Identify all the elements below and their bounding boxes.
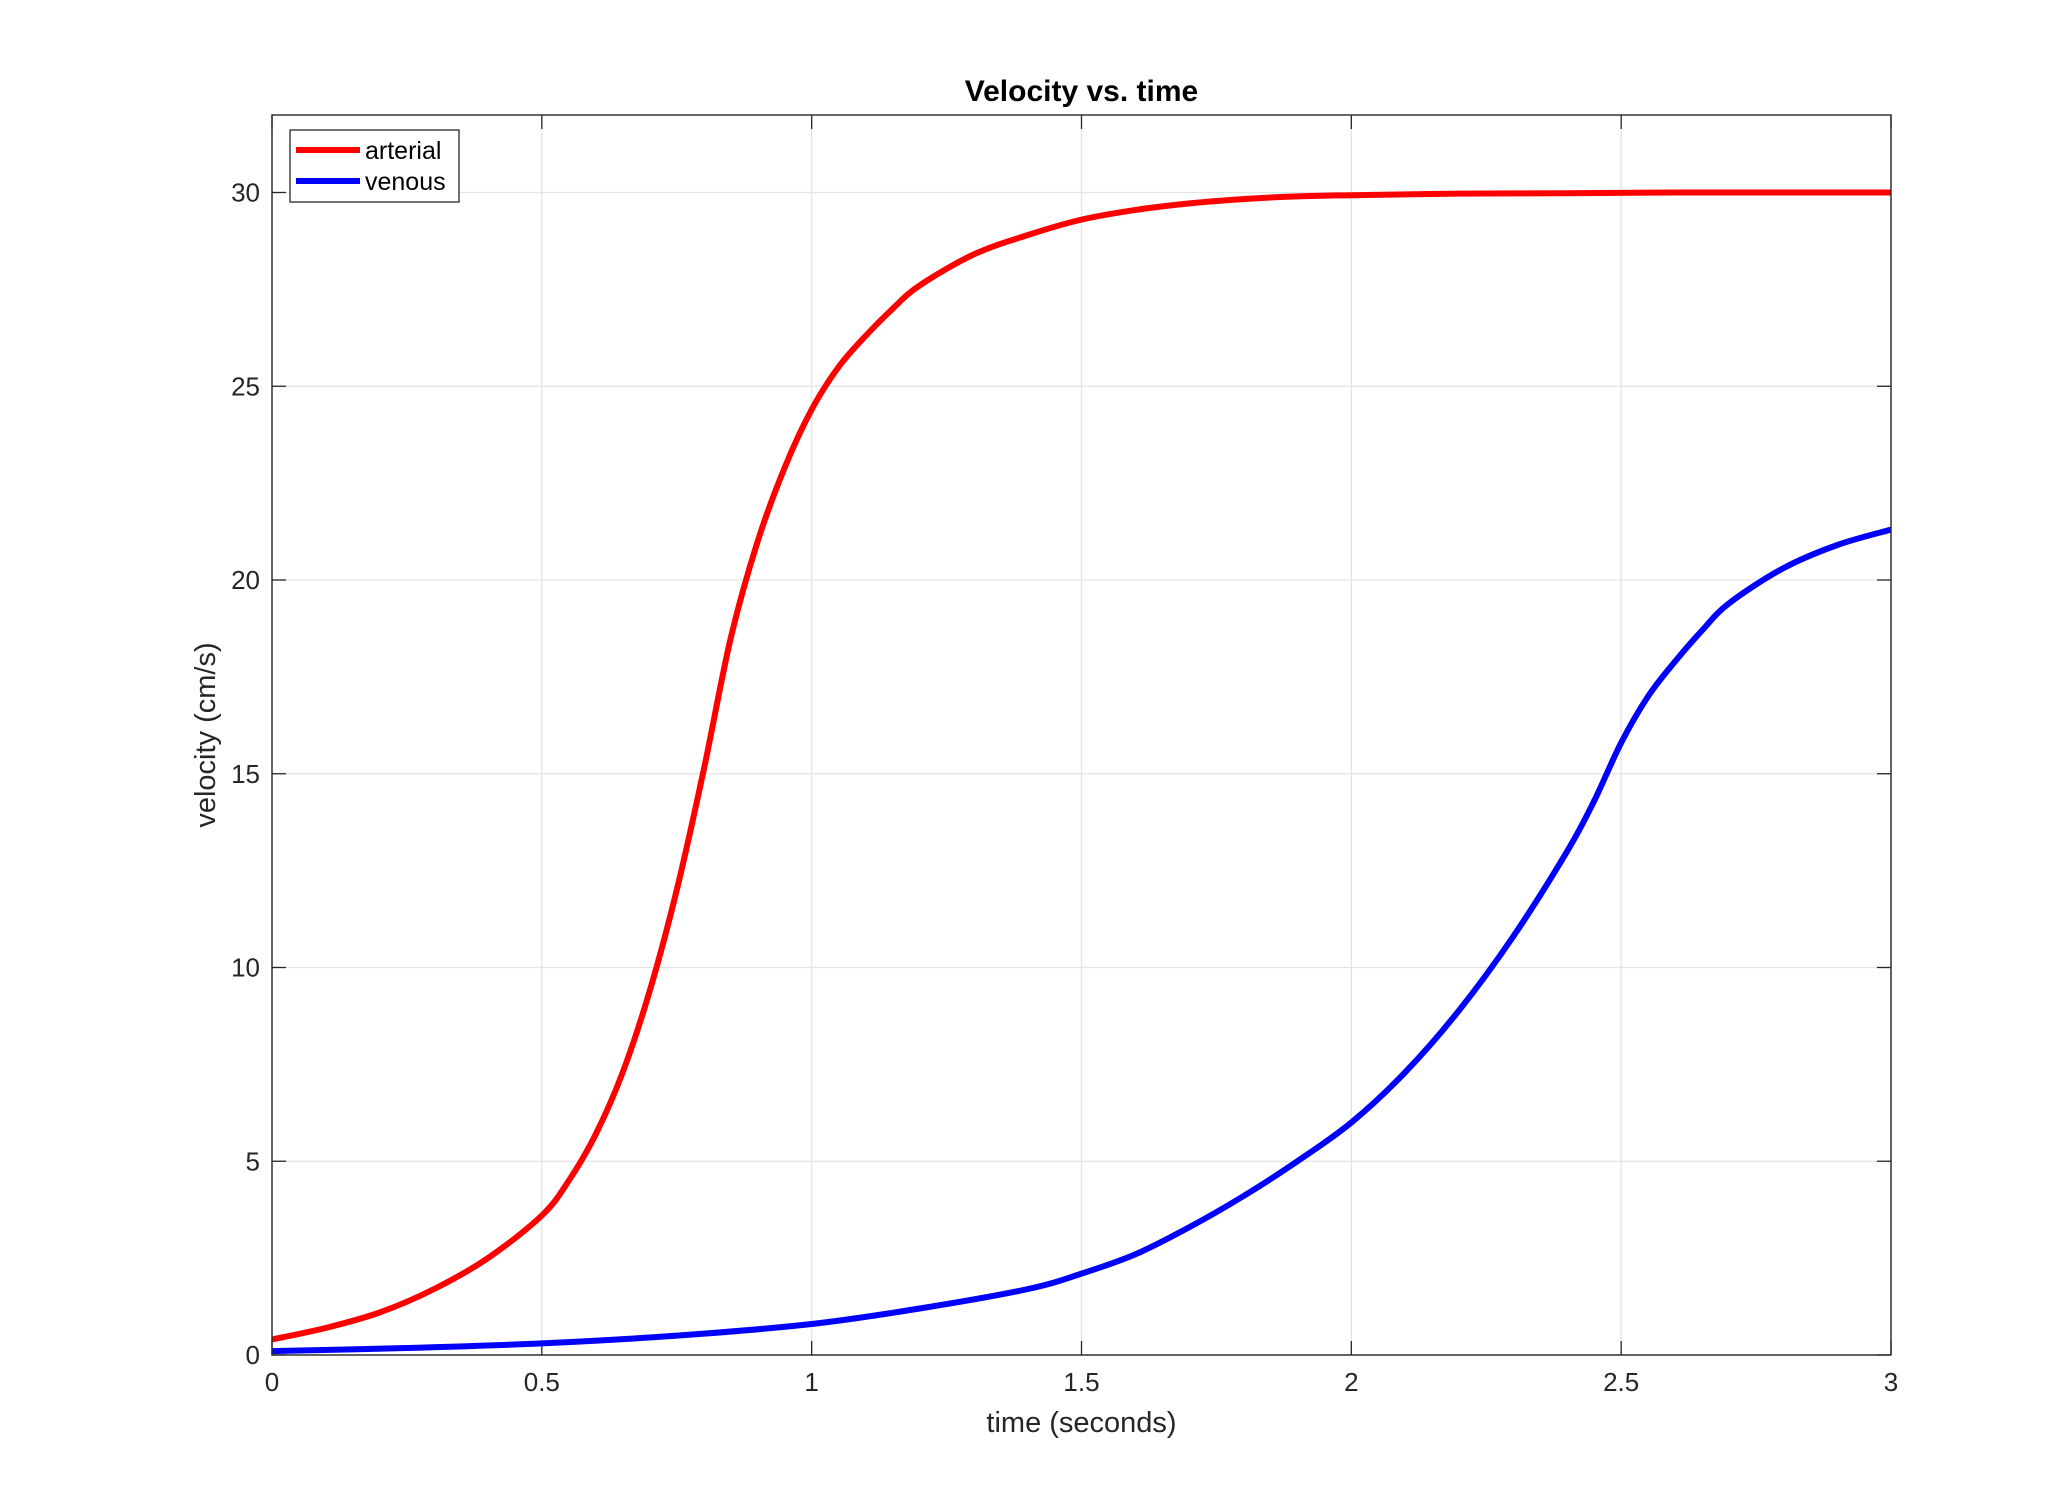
series-line-venous (271, 526, 1892, 1355)
y-tick-label: 5 (246, 1146, 260, 1176)
chart-title: Velocity vs. time (965, 75, 1198, 108)
y-tick-label: 15 (231, 759, 260, 789)
series-layer (271, 189, 1892, 1355)
legend: arterial venous (289, 129, 460, 203)
x-tick-label: 0.5 (524, 1367, 560, 1397)
y-tick-label: 10 (231, 953, 260, 983)
legend-label-arterial: arterial (365, 137, 441, 165)
y-tick-label: 0 (246, 1340, 260, 1370)
series-line-arterial (271, 189, 1891, 1343)
y-tick-labels: 0 5 10 15 20 25 30 (231, 178, 260, 1371)
legend-box (289, 129, 460, 203)
x-tick-label: 3 (1884, 1367, 1898, 1397)
plot-frame (271, 114, 1892, 1356)
x-tick-label: 1.5 (1063, 1367, 1099, 1397)
x-tick-label: 2.5 (1603, 1367, 1639, 1397)
legend-label-venous: venous (365, 168, 446, 196)
x-tick-labels: 0 0.5 1 1.5 2 2.5 3 (265, 1367, 1898, 1397)
y-axis-label: velocity (cm/s) (190, 642, 222, 827)
x-tick-label: 2 (1344, 1367, 1358, 1397)
x-tick-label: 0 (265, 1367, 279, 1397)
x-tick-label: 1 (804, 1367, 818, 1397)
y-tick-label: 25 (231, 371, 260, 401)
x-axis-label: time (seconds) (986, 1407, 1176, 1439)
y-tick-label: 30 (231, 178, 260, 208)
y-tick-label: 20 (231, 565, 260, 595)
